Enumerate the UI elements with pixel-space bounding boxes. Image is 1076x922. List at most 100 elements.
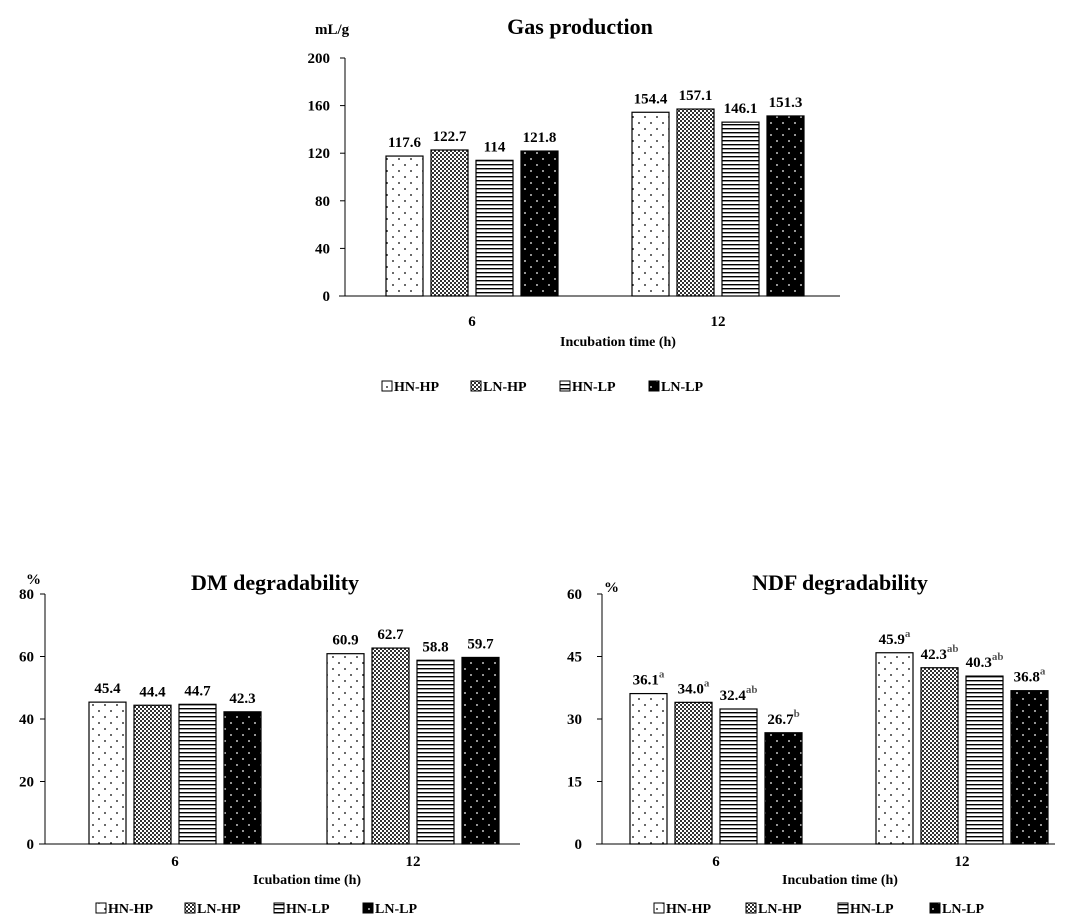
y-tick-label: 40 — [19, 712, 34, 728]
legend-swatch-ln-hp — [184, 902, 196, 914]
y-tick-label: 45 — [567, 650, 582, 666]
bar-hn-lp-6 — [475, 159, 514, 297]
chart-title: DM degradability — [191, 570, 359, 595]
legend-label-ln-lp: LN-LP — [661, 380, 703, 395]
y-tick-label: 0 — [27, 837, 35, 853]
data-label: 44.7 — [184, 683, 211, 699]
bar-ln-hp-12 — [371, 647, 410, 845]
bar-ln-hp-12 — [676, 108, 715, 297]
x-category-label: 6 — [171, 854, 179, 870]
legend-label-ln-lp: LN-LP — [375, 902, 417, 917]
bar-hn-hp-12 — [631, 111, 670, 297]
legend-swatch-hn-lp — [837, 902, 849, 914]
data-label: 26.7b — [767, 708, 799, 728]
legend-label-hn-lp: HN-LP — [286, 902, 330, 917]
legend-swatch-ln-lp — [362, 902, 374, 914]
x-axis-title: Icubation time (h) — [253, 873, 361, 888]
data-label: 36.1a — [633, 669, 665, 689]
legend-label-hn-hp: HN-HP — [394, 380, 440, 395]
y-tick-label: 20 — [19, 775, 34, 791]
x-category-label: 12 — [711, 314, 726, 330]
x-category-label: 6 — [712, 854, 720, 870]
bar-ln-lp-12 — [766, 115, 805, 297]
bar-hn-hp-12 — [326, 653, 365, 845]
data-label: 121.8 — [523, 130, 557, 146]
legend-swatch-hn-hp — [653, 902, 665, 914]
bar-hn-lp-12 — [416, 659, 455, 845]
bar-hn-lp-12 — [721, 121, 760, 297]
y-tick-label: 80 — [19, 587, 34, 603]
legend-label-hn-lp: HN-LP — [572, 380, 616, 395]
data-label: 58.8 — [422, 639, 448, 655]
bar-hn-hp-12 — [875, 652, 914, 845]
legend-swatch-hn-lp — [559, 380, 571, 392]
x-axis-title: Incubation time (h) — [560, 335, 676, 350]
bar-ln-hp-6 — [430, 149, 469, 297]
bar-ln-hp-6 — [674, 701, 713, 845]
data-label: 42.3ab — [921, 643, 959, 663]
legend-label-ln-lp: LN-LP — [942, 902, 984, 917]
y-tick-label: 200 — [308, 51, 331, 67]
legend-label-hn-hp: HN-HP — [108, 902, 154, 917]
data-label: 114 — [484, 139, 506, 155]
bar-hn-hp-6 — [385, 155, 424, 297]
bar-hn-lp-6 — [719, 708, 758, 845]
y-axis-unit-label: % — [26, 572, 41, 588]
data-label: 45.4 — [94, 681, 121, 697]
data-label: 146.1 — [724, 101, 758, 117]
y-tick-label: 15 — [567, 775, 582, 791]
bar-ln-hp-12 — [920, 667, 959, 845]
y-tick-label: 120 — [308, 146, 331, 162]
legend-label-ln-hp: LN-HP — [197, 902, 241, 917]
bar-ln-hp-6 — [133, 704, 172, 845]
y-tick-label: 30 — [567, 712, 582, 728]
bar-hn-hp-6 — [629, 692, 668, 845]
legend-label-ln-hp: LN-HP — [758, 902, 802, 917]
bar-ln-lp-12 — [1010, 690, 1049, 845]
data-label: 154.4 — [634, 91, 668, 107]
data-label: 151.3 — [769, 95, 803, 111]
y-axis-unit-label: mL/g — [315, 22, 350, 38]
bar-ln-lp-6 — [223, 711, 262, 845]
data-label: 42.3 — [229, 691, 255, 707]
bar-hn-hp-6 — [88, 701, 127, 845]
legend-label-hn-hp: HN-HP — [666, 902, 712, 917]
y-tick-label: 160 — [308, 99, 331, 115]
legend-swatch-ln-lp — [648, 380, 660, 392]
x-category-label: 12 — [406, 854, 421, 870]
bar-ln-lp-12 — [461, 656, 500, 845]
legend-swatch-ln-hp — [470, 380, 482, 392]
y-tick-label: 0 — [323, 289, 331, 305]
legend-swatch-ln-lp — [929, 902, 941, 914]
y-tick-label: 80 — [315, 194, 330, 210]
data-label: 122.7 — [433, 129, 467, 145]
y-tick-label: 60 — [19, 650, 34, 666]
data-label: 44.4 — [139, 684, 166, 700]
x-category-label: 6 — [468, 314, 476, 330]
data-label: 60.9 — [332, 633, 358, 649]
x-axis-title: Incubation time (h) — [782, 873, 898, 888]
data-label: 59.7 — [467, 636, 494, 652]
bar-hn-lp-6 — [178, 703, 217, 845]
bar-ln-lp-6 — [764, 732, 803, 845]
bar-ln-lp-6 — [520, 150, 559, 297]
bar-hn-lp-12 — [965, 675, 1004, 845]
legend-swatch-hn-hp — [95, 902, 107, 914]
y-axis-unit-label: % — [604, 580, 619, 596]
data-label: 40.3ab — [966, 651, 1004, 671]
x-category-label: 12 — [955, 854, 970, 870]
legend-swatch-hn-lp — [273, 902, 285, 914]
data-label: 32.4ab — [720, 684, 758, 704]
data-label: 117.6 — [388, 135, 421, 151]
legend-label-ln-hp: LN-HP — [483, 380, 527, 395]
chart-title: Gas production — [507, 14, 653, 39]
chart-title: NDF degradability — [752, 570, 928, 595]
data-label: 157.1 — [679, 88, 713, 104]
legend-label-hn-lp: HN-LP — [850, 902, 894, 917]
legend-swatch-hn-hp — [381, 380, 393, 392]
legend-swatch-ln-hp — [745, 902, 757, 914]
data-label: 62.7 — [377, 627, 404, 643]
